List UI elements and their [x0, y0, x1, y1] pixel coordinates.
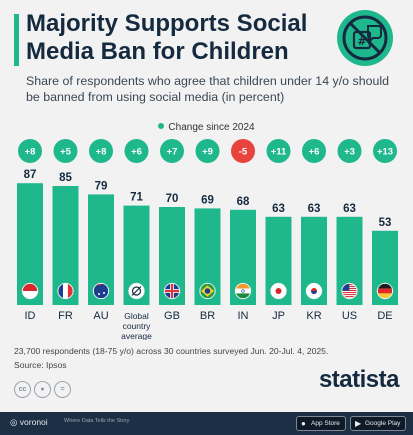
change-badge [266, 139, 291, 163]
value-label: 63 [272, 203, 285, 215]
value-label: 63 [308, 203, 321, 215]
change-badge [18, 139, 42, 163]
change-badge [195, 139, 220, 163]
no-derivatives-icon: = [54, 381, 71, 398]
svg-text:#: # [357, 35, 366, 48]
flag-france-artwork [58, 283, 73, 299]
change-label: +6 [309, 147, 320, 158]
app-store-label: App Store [311, 420, 340, 427]
flag-australia-artwork [93, 283, 109, 299]
change-label: +9 [202, 147, 213, 158]
category-label: JP [272, 310, 285, 322]
change-label: -5 [239, 147, 248, 158]
category-label: KR [306, 310, 321, 322]
category-label: AU [93, 310, 108, 322]
value-label: 69 [201, 194, 214, 206]
bottom-bar: ◎ voronoi Where Data Tells the Story ● Ap… [0, 412, 413, 435]
play-icon: ▶ [355, 419, 362, 428]
footnote: 23,700 respondents (18-75 y/o) across 30… [14, 344, 404, 372]
change-label: +7 [167, 147, 178, 158]
voronoi-tagline: Where Data Tells the Story [64, 418, 130, 424]
voronoi-logo[interactable]: ◎ voronoi [10, 417, 48, 427]
flag-germany-artwork [377, 283, 393, 299]
category-label: DE [377, 310, 392, 322]
change-label: +11 [271, 147, 287, 158]
legend-dot [158, 123, 165, 129]
value-label: 87 [24, 169, 37, 181]
flag-india-artwork [235, 283, 251, 299]
value-label: 79 [95, 180, 108, 192]
category-label: Global country average [121, 311, 152, 340]
change-badge [231, 139, 255, 163]
category-label: US [342, 310, 357, 322]
change-label: +8 [96, 147, 107, 158]
no-social-media-icon: # [337, 10, 393, 66]
value-label: 68 [237, 196, 250, 208]
flag-brazil-artwork [200, 283, 215, 299]
flag-indonesia-artwork [22, 283, 38, 299]
value-label: 70 [166, 193, 179, 205]
flag-japan-artwork [271, 283, 286, 299]
title-accent-bar [14, 14, 19, 66]
change-badge [373, 139, 397, 163]
change-label: +8 [25, 147, 36, 158]
change-badge [302, 139, 326, 163]
value-label: 63 [343, 203, 356, 215]
category-label: ID [25, 310, 36, 322]
legend-label: Change since 2024 [168, 122, 255, 133]
attribution-icon: ● [34, 381, 51, 398]
flag-usa-artwork [342, 283, 357, 298]
source-note: Source: Ipsos [14, 360, 67, 370]
change-badge [337, 139, 362, 163]
global-average-icon-artwork [131, 286, 142, 296]
chart-title: Majority Supports Social Media Ban for C… [26, 10, 308, 65]
app-store-button[interactable]: ● App Store [296, 416, 346, 431]
google-play-label: Google Play [365, 420, 401, 427]
survey-note: 23,700 respondents (18-75 y/o) across 30… [14, 346, 329, 356]
chart-subtitle: Share of respondents who agree that chil… [26, 74, 390, 104]
category-label: BR [200, 310, 215, 322]
voronoi-label: voronoi [19, 417, 48, 427]
change-label: +3 [344, 147, 355, 158]
bar-chart: +8 87 ID +5 85 FR +8 79 AU +6 71 Global country avera… [17, 139, 398, 340]
value-label: 85 [59, 172, 72, 184]
value-label: 53 [379, 217, 392, 229]
creative-commons-icon: cc [14, 381, 31, 398]
change-label: +5 [60, 147, 72, 158]
change-badge [53, 139, 78, 163]
change-badge [89, 139, 113, 163]
change-badge [160, 139, 184, 163]
flag-south-korea-artwork [306, 283, 322, 299]
change-label: +6 [131, 147, 142, 158]
change-label: +13 [377, 147, 393, 158]
license-icons: cc ● = [14, 378, 74, 398]
category-label: IN [238, 310, 249, 322]
flag-uk-artwork [164, 283, 180, 299]
category-label: GB [164, 310, 180, 322]
apple-icon: ● [301, 419, 306, 428]
value-label: 71 [130, 192, 143, 204]
chart-legend: Change since 2024 [0, 122, 413, 133]
change-badge [124, 139, 149, 163]
category-label: FR [58, 310, 73, 322]
statista-logo[interactable]: statista [318, 366, 400, 393]
google-play-button[interactable]: ▶ Google Play [350, 416, 407, 431]
